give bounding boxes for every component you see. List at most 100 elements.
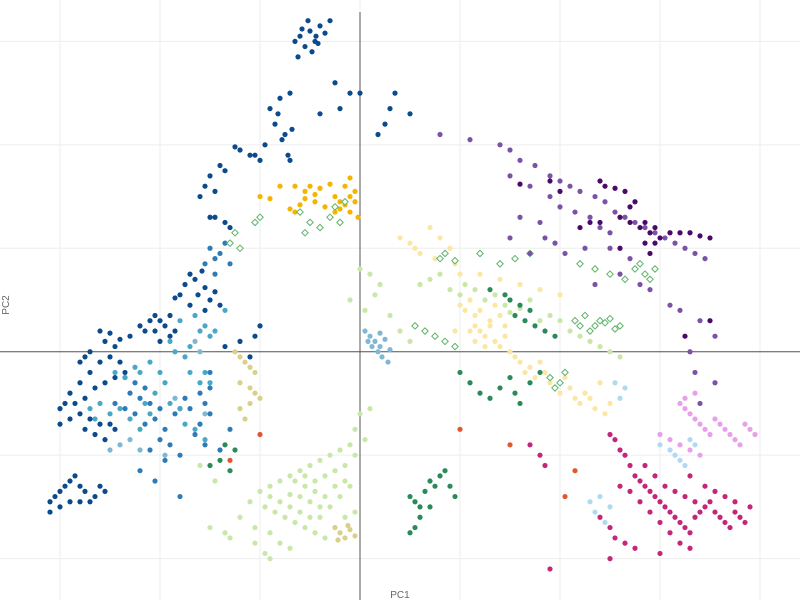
scatter-point xyxy=(347,442,353,448)
scatter-point xyxy=(287,545,293,551)
scatter-point xyxy=(162,323,168,329)
scatter-point xyxy=(397,235,403,241)
scatter-point xyxy=(147,318,153,324)
scatter-point xyxy=(207,524,213,531)
scatter-point xyxy=(322,473,328,479)
scatter-point xyxy=(202,369,208,376)
scatter-point xyxy=(127,333,133,339)
scatter-point xyxy=(597,493,603,500)
scatter-point xyxy=(222,219,228,226)
scatter-point xyxy=(242,416,248,422)
scatter-point xyxy=(237,514,243,520)
axes xyxy=(0,12,800,600)
scatter-point xyxy=(547,380,553,386)
scatter-point xyxy=(697,400,703,407)
scatter-point xyxy=(467,328,473,334)
scatter-point xyxy=(502,333,508,339)
scatter-point xyxy=(602,519,608,526)
scatter-point xyxy=(597,219,603,226)
scatter-point xyxy=(692,416,698,422)
scatter-point xyxy=(309,49,315,55)
scatter-point xyxy=(192,338,198,344)
scatter-point xyxy=(247,364,253,370)
scatter-point xyxy=(437,271,443,277)
scatter-point xyxy=(537,219,543,226)
scatter-point xyxy=(452,328,458,334)
scatter-point xyxy=(172,395,178,401)
scatter-point xyxy=(692,514,698,520)
scatter-point xyxy=(137,323,143,329)
scatter-point xyxy=(82,488,88,494)
scatter-point xyxy=(457,302,463,308)
scatter-point xyxy=(207,333,213,339)
scatter-point xyxy=(297,33,303,39)
scatter-point xyxy=(677,519,683,526)
scatter-point xyxy=(476,249,484,258)
scatter-point xyxy=(517,157,523,163)
scatter-point xyxy=(107,330,113,336)
scatter-point xyxy=(697,452,703,458)
scatter-point xyxy=(577,224,583,231)
scatter-point xyxy=(607,245,613,251)
scatter-point xyxy=(652,240,658,246)
series-13 xyxy=(227,426,578,500)
scatter-point xyxy=(222,307,228,313)
scatter-point xyxy=(152,390,158,396)
scatter-point xyxy=(332,483,338,489)
scatter-point xyxy=(202,307,208,313)
scatter-point xyxy=(336,218,344,227)
scatter-point xyxy=(642,240,648,246)
scatter-point xyxy=(337,106,343,112)
scatter-point xyxy=(385,359,391,365)
scatter-point xyxy=(717,421,723,427)
scatter-point xyxy=(365,338,371,344)
scatter-point xyxy=(672,488,678,494)
scatter-point xyxy=(167,338,173,344)
scatter-point xyxy=(277,478,283,484)
scatter-point xyxy=(527,250,533,257)
scatter-point xyxy=(257,193,263,200)
scatter-point xyxy=(202,183,208,189)
scatter-point xyxy=(467,297,473,303)
scatter-point xyxy=(602,199,608,205)
scatter-point xyxy=(292,519,298,526)
scatter-point xyxy=(62,400,68,407)
scatter-point xyxy=(352,188,358,194)
scatter-point xyxy=(747,426,753,432)
scatter-point xyxy=(477,328,483,334)
scatter-point xyxy=(692,250,698,257)
scatter-point xyxy=(387,312,393,319)
scatter-point xyxy=(367,333,373,339)
scatter-point xyxy=(737,442,743,448)
scatter-point xyxy=(561,368,569,377)
scatter-point xyxy=(331,202,339,211)
scatter-point xyxy=(442,468,448,474)
scatter-point xyxy=(612,437,618,443)
scatter-point xyxy=(511,254,519,263)
scatter-point xyxy=(637,224,643,231)
scatter-point xyxy=(707,499,713,505)
scatter-point xyxy=(697,233,703,239)
scatter-point xyxy=(299,26,305,32)
scatter-point xyxy=(382,121,388,127)
scatter-point xyxy=(662,483,668,489)
scatter-point xyxy=(546,373,554,382)
scatter-point xyxy=(177,452,183,458)
scatter-point xyxy=(217,302,223,308)
scatter-point xyxy=(612,535,618,541)
scatter-point xyxy=(617,483,623,489)
scatter-point xyxy=(302,43,308,50)
scatter-point xyxy=(337,199,343,205)
scatter-point xyxy=(256,213,264,222)
scatter-point xyxy=(722,493,728,500)
scatter-point xyxy=(236,244,244,253)
scatter-point xyxy=(677,540,683,546)
scatter-point xyxy=(357,411,363,417)
scatter-point xyxy=(417,514,423,520)
scatter-point xyxy=(602,411,608,417)
scatter-point xyxy=(147,359,153,365)
scatter-point xyxy=(677,457,683,463)
scatter-point xyxy=(347,483,353,489)
scatter-point xyxy=(667,509,673,515)
